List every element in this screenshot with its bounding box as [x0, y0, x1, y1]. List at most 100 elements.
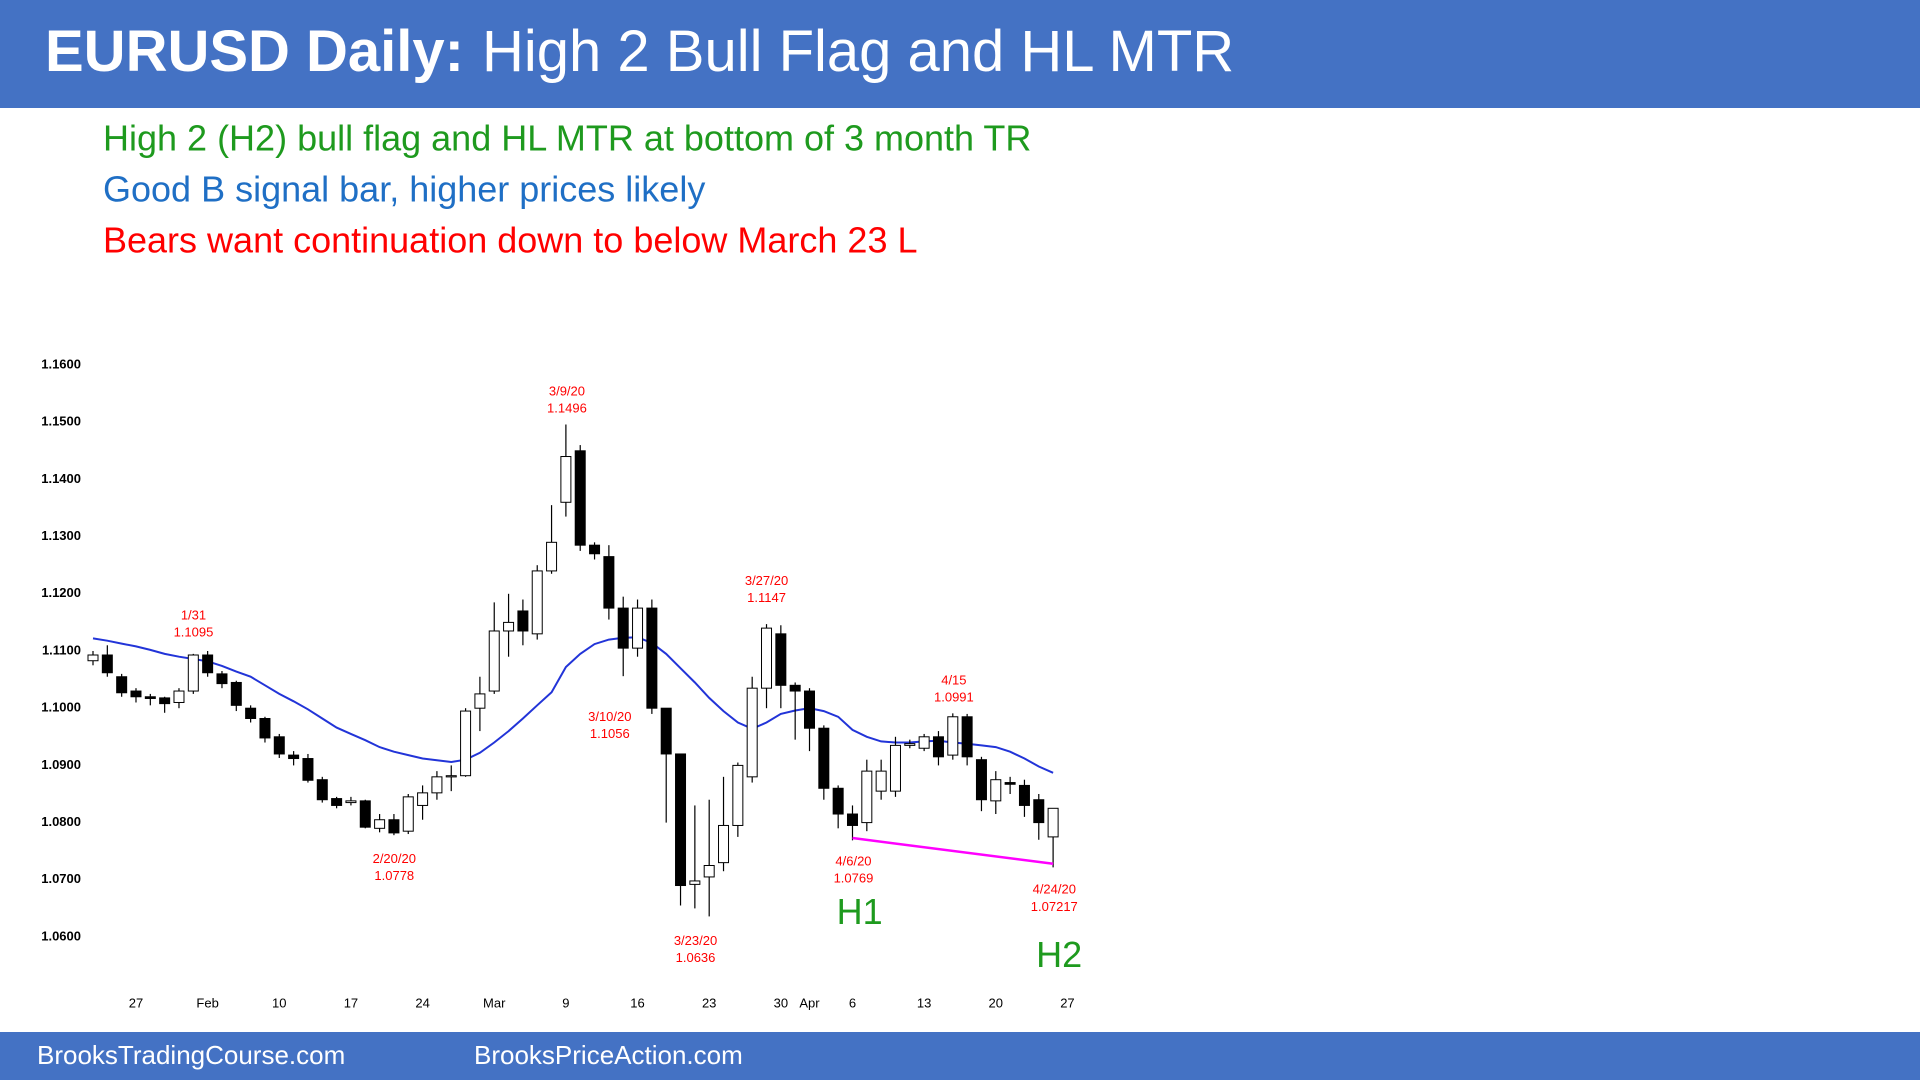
y-tick-label: 1.1500	[41, 414, 81, 429]
candle-body	[130, 690, 142, 698]
x-tick-label: 10	[272, 995, 286, 1010]
annotation-price: 1.1056	[590, 726, 630, 741]
signal-label: H1	[837, 891, 883, 932]
annotation-date: 4/6/20	[835, 853, 871, 868]
candle-body	[889, 744, 901, 792]
candle-body	[159, 697, 171, 705]
y-tick-label: 1.1100	[42, 642, 81, 657]
candle-body	[932, 736, 944, 758]
y-tick-label: 1.0800	[41, 814, 81, 829]
candle-body	[560, 456, 572, 503]
x-tick-label: 17	[344, 995, 358, 1010]
candle-body	[947, 716, 959, 756]
candle-body	[861, 770, 873, 824]
candle-body	[546, 541, 558, 572]
candle-body	[918, 736, 930, 749]
candle-body	[789, 684, 801, 692]
footer-link: BrooksPriceAction.com	[474, 1040, 743, 1070]
candle-body	[517, 610, 529, 632]
candle-body	[388, 819, 400, 834]
x-tick-label: 24	[415, 995, 429, 1010]
candle-body	[259, 717, 271, 739]
candle-body	[445, 775, 457, 778]
candle-body	[603, 556, 615, 609]
candle-body	[216, 673, 228, 685]
candle-body	[589, 544, 601, 555]
x-tick-label: 20	[989, 995, 1003, 1010]
candle-body	[503, 621, 515, 632]
candle-body	[273, 736, 285, 755]
note-line: Good B signal bar, higher prices likely	[103, 169, 705, 210]
candle-body	[990, 779, 1002, 802]
y-tick-label: 1.1300	[41, 528, 81, 543]
x-tick-label: Feb	[196, 995, 218, 1010]
x-tick-label: Apr	[799, 995, 820, 1010]
x-tick-label: 13	[917, 995, 931, 1010]
y-tick-label: 1.0900	[41, 757, 81, 772]
candle-body	[87, 654, 99, 662]
candle-body	[961, 716, 973, 758]
candle-body	[975, 759, 987, 801]
candle-body	[761, 627, 773, 689]
annotation-price: 1.1496	[547, 400, 587, 415]
x-tick-label: 30	[774, 995, 788, 1010]
x-tick-label: Mar	[483, 995, 506, 1010]
annotation-date: 3/10/20	[588, 709, 631, 724]
candle-body	[230, 681, 242, 706]
candle-body	[116, 676, 128, 694]
candle-body	[775, 633, 787, 686]
candle-body	[202, 654, 214, 674]
note-line: High 2 (H2) bull flag and HL MTR at bott…	[103, 118, 1031, 159]
candle-body	[417, 792, 429, 806]
y-tick-label: 1.0600	[41, 928, 81, 943]
annotation-date: 3/27/20	[745, 573, 788, 588]
candle-body	[804, 690, 815, 729]
annotation-date: 4/15	[941, 672, 966, 687]
annotation-price: 1.0778	[374, 868, 414, 883]
candle-body	[632, 607, 644, 649]
annotation-price: 1.0769	[834, 871, 874, 886]
x-tick-label: 27	[129, 995, 143, 1010]
annotation-date: 2/20/20	[373, 851, 416, 866]
candle-body	[288, 754, 300, 760]
y-tick-label: 1.1000	[41, 700, 81, 715]
candle-body	[675, 753, 687, 887]
x-tick-label: 9	[562, 995, 569, 1010]
candle-body	[732, 764, 744, 826]
candle-body	[875, 770, 887, 792]
candle-body	[345, 800, 357, 804]
annotation-price: 1.07217	[1031, 899, 1078, 914]
candle-body	[646, 607, 658, 709]
y-tick-label: 1.0700	[41, 871, 81, 886]
y-tick-label: 1.1200	[41, 585, 81, 600]
candle-body	[846, 813, 858, 826]
candle-body	[302, 758, 314, 781]
x-tick-label: 23	[702, 995, 716, 1010]
candle-body	[574, 450, 586, 546]
candle-body	[832, 787, 844, 815]
candle-body	[474, 693, 486, 709]
x-tick-label: 16	[630, 995, 644, 1010]
candle-body	[703, 865, 715, 878]
candle-body	[1018, 784, 1030, 806]
annotation-price: 1.1095	[174, 625, 214, 640]
footer-band	[0, 1032, 1920, 1080]
candle-body	[818, 727, 830, 789]
note-line: Bears want continuation down to below Ma…	[103, 220, 917, 261]
candle-body	[1033, 799, 1045, 824]
candle-body	[402, 796, 414, 832]
annotation-price: 1.0991	[934, 689, 974, 704]
slide-title: EURUSD Daily: High 2 Bull Flag and HL MTR	[45, 19, 1234, 84]
candle-body	[1004, 782, 1016, 785]
candle-body	[245, 707, 257, 719]
candle-body	[144, 696, 156, 699]
candle-body	[660, 707, 672, 755]
annotation-date: 3/9/20	[549, 383, 585, 398]
candle-body	[488, 630, 500, 692]
candle-body	[316, 779, 328, 801]
candle-body	[431, 776, 443, 794]
x-tick-label: 27	[1060, 995, 1074, 1010]
annotation-price: 1.1147	[747, 590, 786, 605]
trendline	[852, 836, 1054, 866]
